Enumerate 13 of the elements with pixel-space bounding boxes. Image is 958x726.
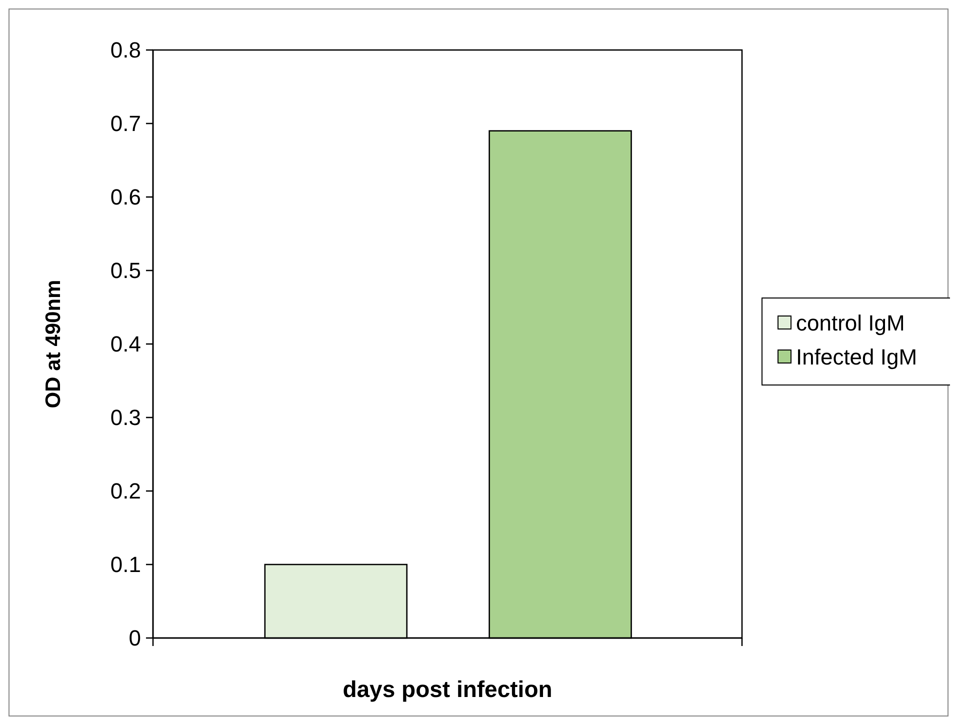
y-tick-label: 0.8 [110, 38, 141, 63]
legend-label: Infected IgM [796, 344, 918, 370]
y-tick-label: 0.2 [110, 478, 141, 504]
legend-label: control IgM [796, 310, 905, 336]
y-tick-label: 0.7 [110, 111, 141, 136]
y-axis-title: OD at 490nm [42, 280, 65, 408]
y-tick-label: 0.1 [110, 552, 141, 578]
y-tick-label: 0.4 [110, 332, 141, 357]
x-axis-title: days post infection [342, 676, 552, 702]
y-tick-label: 0.6 [110, 184, 141, 210]
y-tick-label: 0.5 [110, 258, 141, 284]
y-tick-label: 0 [128, 626, 141, 651]
y-tick-label: 0.3 [110, 405, 141, 430]
